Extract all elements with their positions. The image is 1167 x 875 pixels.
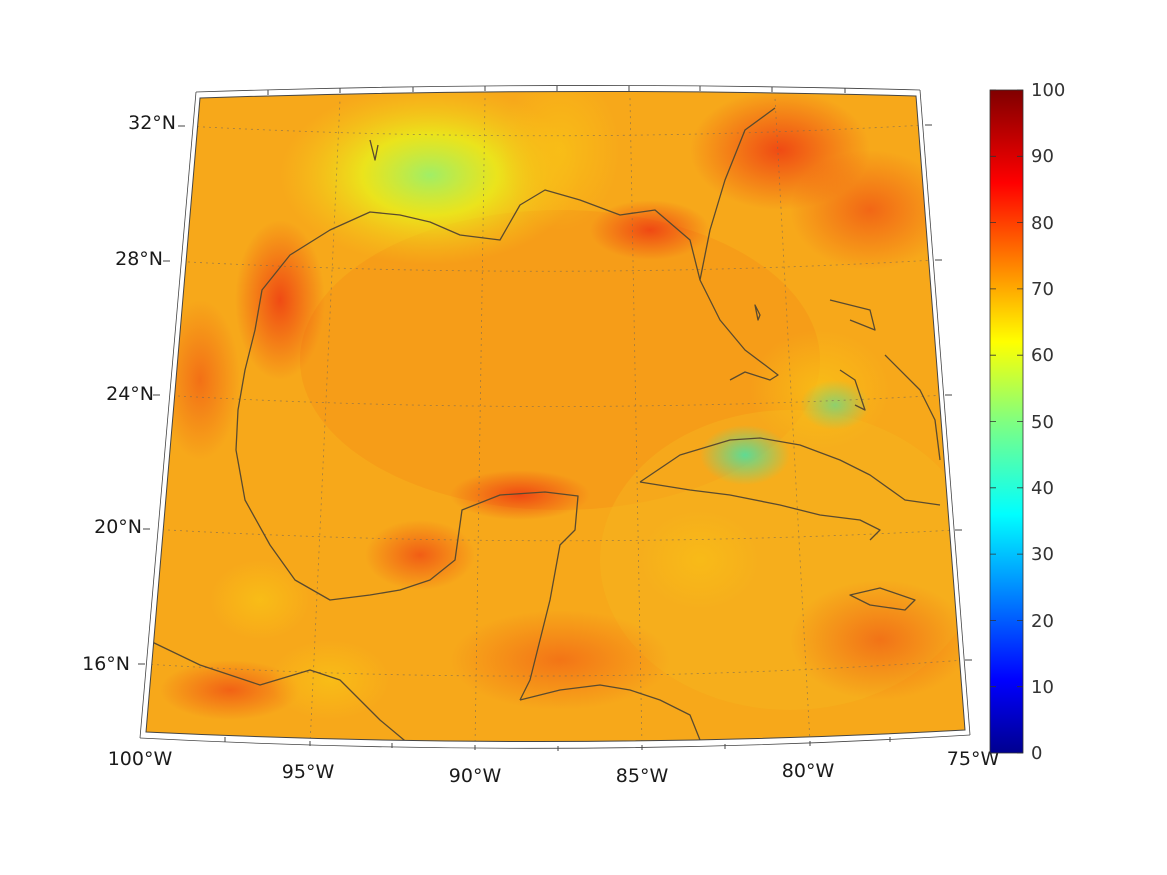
colorbar-tick-0: 0 [1031, 743, 1042, 764]
lat-label-16: 16°N [82, 653, 130, 675]
longitude-labels: 100°W 95°W 90°W 85°W 80°W 75°W [108, 748, 1000, 787]
colorbar-tick-30: 30 [1031, 544, 1054, 565]
colorbar-tick-10: 10 [1031, 677, 1054, 698]
colorbar: 100 90 80 70 60 50 40 30 20 10 0 [989, 80, 1065, 764]
coastlines [147, 107, 941, 742]
lon-label-90: 90°W [449, 765, 502, 787]
lat-label-32: 32°N [128, 112, 176, 134]
lat-label-20: 20°N [94, 516, 142, 538]
colorbar-tick-60: 60 [1031, 345, 1054, 366]
lon-label-95: 95°W [282, 761, 335, 783]
graticule [146, 97, 965, 742]
colorbar-tick-90: 90 [1031, 146, 1054, 167]
lon-label-80: 80°W [782, 760, 835, 782]
data-field [146, 91, 965, 742]
lon-label-85: 85°W [616, 765, 669, 787]
lat-label-24: 24°N [106, 383, 154, 405]
colorbar-tick-40: 40 [1031, 478, 1054, 499]
lat-label-28: 28°N [115, 248, 163, 270]
colorbar-tick-50: 50 [1031, 412, 1054, 433]
lon-label-100: 100°W [108, 748, 173, 770]
lon-label-75: 75°W [947, 748, 1000, 770]
colorbar-tick-20: 20 [1031, 611, 1054, 632]
colorbar-tick-70: 70 [1031, 279, 1054, 300]
colorbar-tick-80: 80 [1031, 213, 1054, 234]
map-frame [138, 85, 972, 751]
colorbar-tick-100: 100 [1031, 80, 1065, 101]
latitude-labels: 32°N 28°N 24°N 20°N 16°N [82, 112, 176, 675]
